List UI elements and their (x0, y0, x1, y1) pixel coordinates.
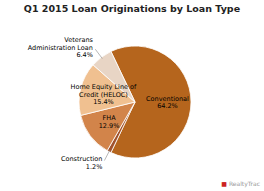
leader-line (95, 49, 102, 58)
chart: Q1 2015 Loan Originations by Loan Type Co… (0, 0, 264, 191)
chart-container: Q1 2015 Loan Originations by Loan Type Co… (0, 0, 264, 191)
title: Q1 2015 Loan Originations by Loan Type (24, 3, 240, 14)
slice-label: Construction1.2% (61, 155, 102, 170)
slice-label: Home Equity Line ofCredit (HELOC)15.4% (71, 83, 137, 106)
watermark: ■ RealtyTrac (221, 180, 260, 188)
slice-label: VeteransAdministration Loan6.4% (28, 36, 94, 59)
leader-line (104, 150, 109, 160)
slice-label: Conventional64.2% (146, 95, 189, 110)
slice-label: FHA12.9% (99, 114, 120, 129)
slices (79, 46, 191, 158)
